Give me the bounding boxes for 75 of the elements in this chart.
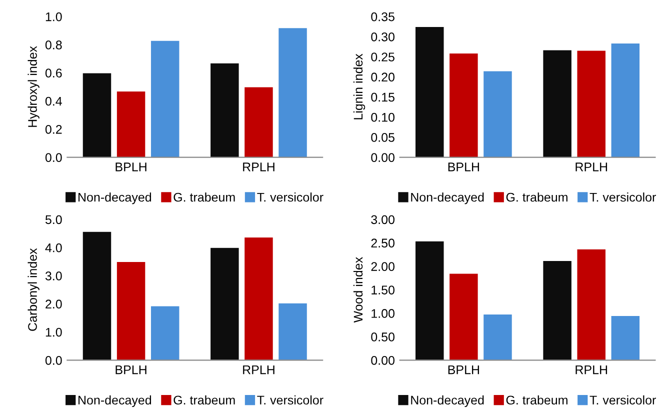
y-tick-label: 0.35 (371, 12, 394, 22)
y-axis-title: Hydroxyl index (28, 46, 40, 127)
bar (244, 236, 274, 360)
y-tick-label: 0.2 (45, 124, 62, 134)
y-tick-label: 2.00 (371, 262, 394, 271)
bar (150, 305, 180, 360)
legend-label: T. versicolor (257, 192, 324, 202)
x-tick-label: BPLH (116, 162, 146, 172)
bar (576, 248, 606, 360)
legend-label: T. versicolor (590, 192, 656, 202)
bar (448, 273, 478, 360)
legend-label: G. trabeum (506, 192, 568, 202)
y-tick-label: 1.0 (46, 12, 62, 22)
x-tick-label: RPLH (243, 162, 274, 172)
bar (482, 314, 513, 360)
y-tick-label: 3.0 (45, 272, 62, 280)
bar (610, 42, 640, 158)
bar (210, 247, 240, 360)
y-tick-label: 0.0 (45, 153, 62, 162)
legend-label: G. trabeum (506, 395, 568, 405)
legend-label: T. versicolor (590, 395, 656, 405)
y-tick-label: 2.50 (371, 238, 394, 248)
y-axis-title: Carbonyl index (28, 248, 40, 331)
bar (244, 86, 274, 158)
y-tick-label: 0.15 (371, 92, 394, 102)
y-tick-label: 0.0 (45, 356, 62, 365)
legend-label: Non-decayed (411, 192, 484, 204)
y-axis-title: Lignin index (353, 54, 366, 120)
bar (576, 50, 606, 158)
y-tick-label: 0.30 (371, 32, 394, 42)
bar (150, 40, 180, 158)
y-tick-label: 0.00 (371, 153, 394, 162)
y-tick-label: 5.0 (45, 215, 62, 224)
bar (482, 70, 513, 158)
legend-label: Non-decayed (411, 395, 484, 408)
x-tick-label: RPLH (243, 366, 274, 374)
bar (116, 261, 146, 360)
legend-label: T. versicolor (257, 395, 324, 405)
y-tick-label: 0.00 (371, 356, 394, 365)
legend-label: G. trabeum (174, 192, 235, 202)
bar (82, 231, 112, 360)
bar (210, 62, 240, 158)
y-tick-label: 1.50 (372, 286, 394, 294)
y-tick-label: 0.10 (371, 112, 394, 122)
bar (542, 260, 572, 360)
y-tick-label: 2.0 (46, 300, 62, 309)
y-tick-label: 0.25 (371, 52, 394, 62)
x-tick-label: BPLH (448, 366, 479, 374)
y-tick-label: 0.20 (371, 72, 394, 82)
bar (448, 52, 478, 158)
y-tick-label: 0.4 (45, 96, 62, 106)
bar (82, 72, 112, 158)
y-tick-label: 0.6 (45, 68, 62, 78)
x-tick-label: BPLH (448, 162, 479, 172)
y-tick-label: 1.00 (372, 309, 394, 318)
y-tick-label: 1.0 (46, 328, 62, 337)
x-tick-label: RPLH (576, 366, 608, 374)
y-tick-label: 0.50 (371, 332, 394, 342)
bar (116, 90, 146, 158)
bar (414, 26, 444, 158)
y-tick-label: 0.8 (45, 40, 62, 50)
x-tick-label: RPLH (576, 162, 608, 172)
y-tick-label: 4.0 (45, 243, 62, 252)
y-tick-label: 0.05 (371, 133, 394, 142)
y-axis-title: Wood index (353, 257, 363, 323)
bar (278, 302, 308, 360)
x-tick-label: BPLH (116, 366, 146, 374)
y-tick-label: 3.00 (371, 215, 394, 224)
legend-label: Non-decayed (78, 395, 152, 408)
legend-label: G. trabeum (174, 395, 235, 405)
bar (542, 50, 572, 158)
bar (278, 27, 308, 158)
bar (610, 315, 640, 360)
bar (414, 240, 444, 360)
legend-label: Non-decayed (78, 192, 152, 204)
